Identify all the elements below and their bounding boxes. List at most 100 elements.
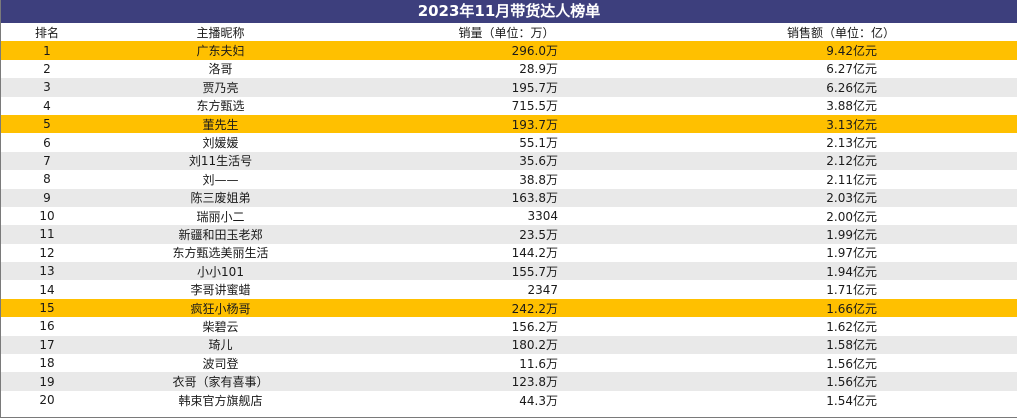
cell-sales: 2.12亿元 bbox=[665, 151, 1017, 171]
cell-rank: 12 bbox=[1, 243, 93, 263]
cell-volume: 23.5万 bbox=[348, 225, 665, 244]
table-row: 20 韩束官方旗舰店 44.3万 1.54亿元 bbox=[1, 390, 1017, 410]
cell-sales: 1.56亿元 bbox=[665, 372, 1017, 391]
cell-volume: 44.3万 bbox=[348, 390, 665, 410]
cell-name: 波司登 bbox=[93, 354, 348, 373]
cell-rank: 7 bbox=[1, 151, 93, 171]
cell-volume: 144.2万 bbox=[348, 243, 665, 263]
cell-rank: 10 bbox=[1, 206, 93, 226]
header-volume: 销量（单位：万） bbox=[348, 23, 665, 42]
cell-name: 刘—— bbox=[93, 170, 348, 189]
cell-volume: 296.0万 bbox=[348, 41, 665, 60]
cell-name: 刘媛媛 bbox=[93, 133, 348, 152]
cell-sales: 6.26亿元 bbox=[665, 78, 1017, 97]
cell-rank: 9 bbox=[1, 188, 93, 207]
cell-sales: 2.11亿元 bbox=[665, 170, 1017, 189]
cell-volume: 163.8万 bbox=[348, 188, 665, 207]
cell-rank: 15 bbox=[1, 298, 93, 318]
cell-volume: 35.6万 bbox=[348, 151, 665, 171]
cell-name: 洛哥 bbox=[93, 59, 348, 79]
table-row: 8 刘—— 38.8万 2.11亿元 bbox=[1, 170, 1017, 189]
cell-rank: 2 bbox=[1, 59, 93, 79]
cell-sales: 1.97亿元 bbox=[665, 243, 1017, 263]
cell-name: 柴碧云 bbox=[93, 317, 348, 336]
table-body: 1 广东夫妇 296.0万 9.42亿元 2 洛哥 28.9万 6.27亿元 3 贾乃亮 195.7… bbox=[1, 41, 1017, 410]
cell-rank: 4 bbox=[1, 96, 93, 115]
cell-rank: 6 bbox=[1, 133, 93, 152]
cell-sales: 1.54亿元 bbox=[665, 390, 1017, 410]
cell-sales: 1.66亿元 bbox=[665, 298, 1017, 318]
cell-volume: 123.8万 bbox=[348, 372, 665, 391]
cell-sales: 2.00亿元 bbox=[665, 206, 1017, 226]
table-row: 17 琦儿 180.2万 1.58亿元 bbox=[1, 335, 1017, 355]
cell-volume: 38.8万 bbox=[348, 170, 665, 189]
cell-rank: 13 bbox=[1, 262, 93, 281]
cell-sales: 1.62亿元 bbox=[665, 317, 1017, 336]
cell-rank: 17 bbox=[1, 335, 93, 355]
cell-volume: 242.2万 bbox=[348, 298, 665, 318]
cell-sales: 1.94亿元 bbox=[665, 262, 1017, 281]
cell-name: 董先生 bbox=[93, 114, 348, 134]
cell-sales: 2.03亿元 bbox=[665, 188, 1017, 207]
cell-volume: 2347 bbox=[348, 280, 665, 299]
cell-name: 衣哥（家有喜事） bbox=[93, 372, 348, 391]
cell-sales: 1.71亿元 bbox=[665, 280, 1017, 299]
cell-sales: 2.13亿元 bbox=[665, 133, 1017, 152]
cell-rank: 18 bbox=[1, 354, 93, 373]
cell-sales: 9.42亿元 bbox=[665, 41, 1017, 60]
cell-volume: 28.9万 bbox=[348, 59, 665, 79]
cell-name: 贾乃亮 bbox=[93, 78, 348, 97]
cell-rank: 20 bbox=[1, 390, 93, 410]
table-row: 16 柴碧云 156.2万 1.62亿元 bbox=[1, 317, 1017, 336]
cell-name: 瑞丽小二 bbox=[93, 206, 348, 226]
cell-name: 李哥讲蜜蜡 bbox=[93, 280, 348, 299]
cell-name: 广东夫妇 bbox=[93, 41, 348, 60]
cell-rank: 14 bbox=[1, 280, 93, 299]
table-row: 10 瑞丽小二 3304 2.00亿元 bbox=[1, 206, 1017, 226]
cell-name: 韩束官方旗舰店 bbox=[93, 390, 348, 410]
cell-volume: 3304 bbox=[348, 206, 665, 226]
cell-volume: 193.7万 bbox=[348, 114, 665, 134]
cell-sales: 6.27亿元 bbox=[665, 59, 1017, 79]
cell-volume: 715.5万 bbox=[348, 96, 665, 115]
cell-volume: 156.2万 bbox=[348, 317, 665, 336]
cell-name: 东方甄选美丽生活 bbox=[93, 243, 348, 263]
table-row: 1 广东夫妇 296.0万 9.42亿元 bbox=[1, 41, 1017, 60]
table-row: 13 小小101 155.7万 1.94亿元 bbox=[1, 262, 1017, 281]
header-row: 排名 主播昵称 销量（单位：万） 销售额（单位：亿） bbox=[1, 23, 1017, 42]
table-row: 7 刘11生活号 35.6万 2.12亿元 bbox=[1, 151, 1017, 171]
header-name: 主播昵称 bbox=[93, 23, 348, 42]
table-row: 6 刘媛媛 55.1万 2.13亿元 bbox=[1, 133, 1017, 152]
cell-sales: 3.13亿元 bbox=[665, 114, 1017, 134]
cell-volume: 155.7万 bbox=[348, 262, 665, 281]
cell-sales: 3.88亿元 bbox=[665, 96, 1017, 115]
header-sales: 销售额（单位：亿） bbox=[665, 23, 1017, 42]
cell-rank: 1 bbox=[1, 41, 93, 60]
cell-rank: 8 bbox=[1, 170, 93, 189]
cell-name: 琦儿 bbox=[93, 335, 348, 355]
table-row: 9 陈三废姐弟 163.8万 2.03亿元 bbox=[1, 188, 1017, 207]
cell-volume: 195.7万 bbox=[348, 78, 665, 97]
cell-volume: 11.6万 bbox=[348, 354, 665, 373]
cell-name: 刘11生活号 bbox=[93, 151, 348, 171]
cell-sales: 1.56亿元 bbox=[665, 354, 1017, 373]
table-row: 18 波司登 11.6万 1.56亿元 bbox=[1, 354, 1017, 373]
table-row: 19 衣哥（家有喜事） 123.8万 1.56亿元 bbox=[1, 372, 1017, 391]
cell-volume: 55.1万 bbox=[348, 133, 665, 152]
sheet-title: 2023年11月带货达人榜单 bbox=[1, 0, 1017, 23]
cell-name: 新疆和田玉老郑 bbox=[93, 225, 348, 244]
table-row: 12 东方甄选美丽生活 144.2万 1.97亿元 bbox=[1, 243, 1017, 263]
cell-name: 东方甄选 bbox=[93, 96, 348, 115]
cell-name: 小小101 bbox=[93, 262, 348, 281]
table-row: 14 李哥讲蜜蜡 2347 1.71亿元 bbox=[1, 280, 1017, 299]
ranking-table: 排名 主播昵称 销量（单位：万） 销售额（单位：亿） 1 广东夫妇 296.0万 9.… bbox=[1, 23, 1017, 410]
cell-name: 陈三废姐弟 bbox=[93, 188, 348, 207]
table-row: 5 董先生 193.7万 3.13亿元 bbox=[1, 114, 1017, 134]
table-row: 2 洛哥 28.9万 6.27亿元 bbox=[1, 59, 1017, 79]
table-row: 4 东方甄选 715.5万 3.88亿元 bbox=[1, 96, 1017, 115]
cell-rank: 11 bbox=[1, 225, 93, 244]
cell-rank: 16 bbox=[1, 317, 93, 336]
header-rank: 排名 bbox=[1, 23, 93, 42]
cell-rank: 3 bbox=[1, 78, 93, 97]
